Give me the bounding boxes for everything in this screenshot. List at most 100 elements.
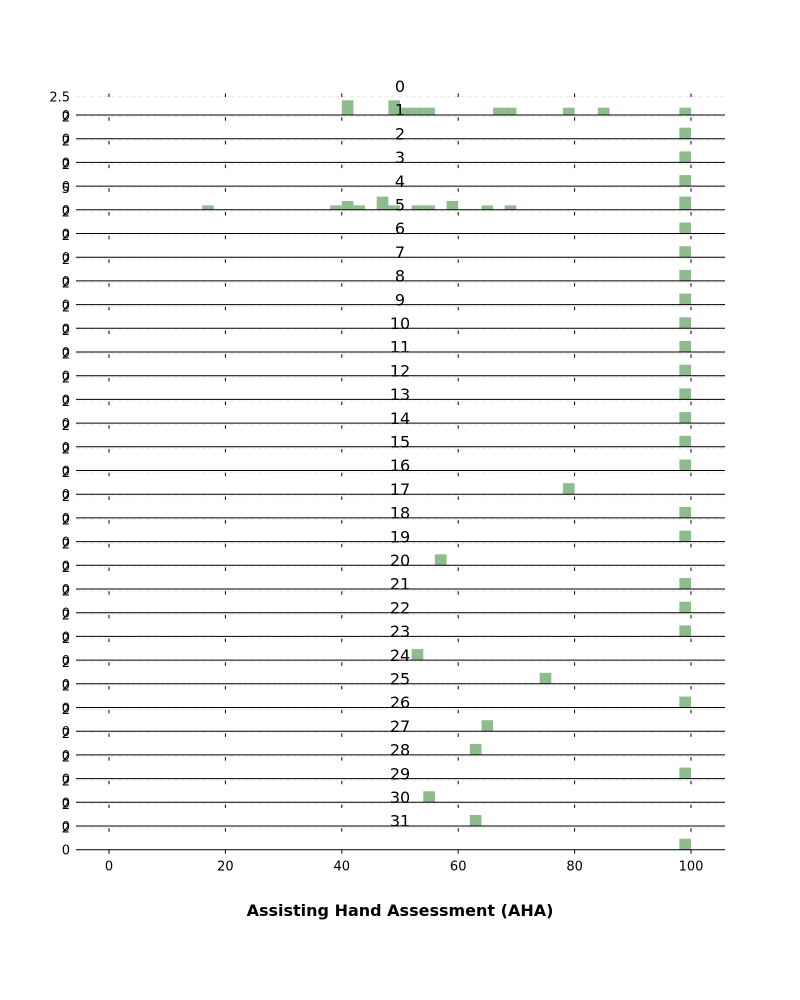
bar — [446, 201, 459, 210]
panel-title: 14 — [390, 409, 410, 428]
panel-title: 26 — [390, 693, 410, 712]
bar — [597, 107, 610, 115]
panel-title: 29 — [390, 764, 410, 783]
x-tick-label: 60 — [450, 860, 467, 875]
panel-7: 02 7 — [62, 243, 725, 290]
y-tick-label: 0 — [62, 251, 70, 266]
panel-title: 7 — [395, 243, 405, 262]
bar — [679, 341, 691, 352]
y-tick-label: 2 — [62, 822, 70, 837]
y-tick-label: 0 — [62, 702, 70, 717]
panel-19: 02 19 — [62, 527, 725, 574]
y-tick-label: 2 — [62, 206, 70, 221]
panel-title: 24 — [390, 646, 410, 665]
bar — [330, 205, 342, 210]
panel-title: 25 — [390, 670, 410, 689]
panel-28: 02 28 — [62, 741, 725, 788]
panel-title: 27 — [390, 717, 410, 736]
bar — [679, 506, 691, 518]
bar — [679, 127, 691, 139]
bar — [679, 767, 691, 779]
y-tick-label: 0 — [62, 417, 70, 432]
bar — [679, 696, 691, 708]
panel-title: 1 — [395, 101, 405, 120]
bar — [679, 175, 691, 187]
panel-title: 6 — [395, 219, 405, 238]
panel-title: 9 — [395, 290, 405, 309]
panel-title: 21 — [390, 575, 410, 594]
bar — [679, 364, 691, 376]
bar — [679, 578, 691, 589]
y-tick-label: 0 — [62, 725, 70, 740]
panel-10: 02 10 — [62, 314, 725, 361]
bar — [202, 205, 214, 210]
y-tick-label: 0 — [62, 488, 70, 503]
y-tick-label: 2 — [62, 371, 70, 386]
bar — [679, 530, 691, 542]
bar — [679, 246, 691, 258]
bar — [400, 107, 412, 115]
bar — [423, 791, 435, 803]
x-tick-label: 100 — [679, 860, 704, 875]
panel-11: 02 11 — [62, 338, 725, 385]
y-tick-label: 0 — [62, 370, 70, 385]
panel-24: 02 24 — [62, 646, 725, 693]
bar — [388, 100, 400, 115]
y-tick-label: 2 — [62, 395, 70, 410]
panel-title: 30 — [390, 788, 410, 807]
bar — [562, 107, 575, 115]
y-tick-label: 5 — [62, 182, 70, 197]
y-tick-label: 0 — [62, 820, 70, 835]
panel-27: 02 27 — [62, 717, 725, 764]
y-tick-label: 0 — [62, 322, 70, 337]
y-tick-label: 2 — [62, 348, 70, 363]
bar — [679, 196, 691, 210]
panel-title: 4 — [395, 172, 405, 191]
panel-title: 15 — [390, 433, 410, 452]
y-tick-label: 0 — [62, 678, 70, 693]
y-tick-label: 0 — [62, 275, 70, 290]
panel-title: 16 — [390, 456, 410, 475]
y-tick-label: 2 — [62, 703, 70, 718]
bar — [679, 459, 691, 471]
y-tick-label: 2 — [62, 158, 70, 173]
panel-23: 02 23 — [62, 622, 725, 669]
panel-title: 10 — [390, 314, 410, 333]
bar — [434, 554, 447, 566]
panel-title: 8 — [395, 267, 405, 286]
y-tick-label: 2 — [62, 443, 70, 458]
y-tick-label: 0 — [62, 583, 70, 598]
bar — [679, 293, 691, 305]
panel-21: 0 2 21 — [62, 575, 725, 622]
panel-30: 02 30 — [62, 788, 725, 835]
bar — [353, 205, 366, 210]
bar — [679, 269, 691, 281]
panel-14: 0 2 14 — [62, 409, 725, 456]
bar — [411, 107, 424, 115]
y-tick-label: 2 — [62, 680, 70, 695]
bar — [679, 601, 691, 613]
panel-5: 02 5 — [62, 196, 725, 243]
panel-title: 0 — [395, 77, 405, 96]
y-tick-label: 2 — [62, 608, 70, 623]
panel-title: 17 — [390, 480, 410, 499]
y-tick-label: 0 — [62, 512, 70, 527]
y-tick-label: 2 — [62, 514, 70, 529]
panel-title: 5 — [395, 196, 405, 215]
bar — [469, 815, 482, 826]
panel-title: 11 — [390, 338, 410, 357]
y-tick-label: 0 — [62, 796, 70, 811]
y-tick-label: 0 — [62, 536, 70, 551]
y-tick-label: 0 — [62, 180, 70, 195]
y-tick-label: 0 — [62, 749, 70, 764]
y-tick-label: 0 — [62, 228, 70, 243]
panel-title: 31 — [390, 812, 410, 831]
y-tick-label: 2 — [62, 561, 70, 576]
y-tick-label: 0 — [62, 346, 70, 361]
y-tick-label: 2 — [62, 466, 70, 481]
panel-16: 0 2 16 — [62, 456, 725, 503]
y-tick-label: 2 — [62, 229, 70, 244]
panel-8: 02 8 — [62, 267, 725, 314]
